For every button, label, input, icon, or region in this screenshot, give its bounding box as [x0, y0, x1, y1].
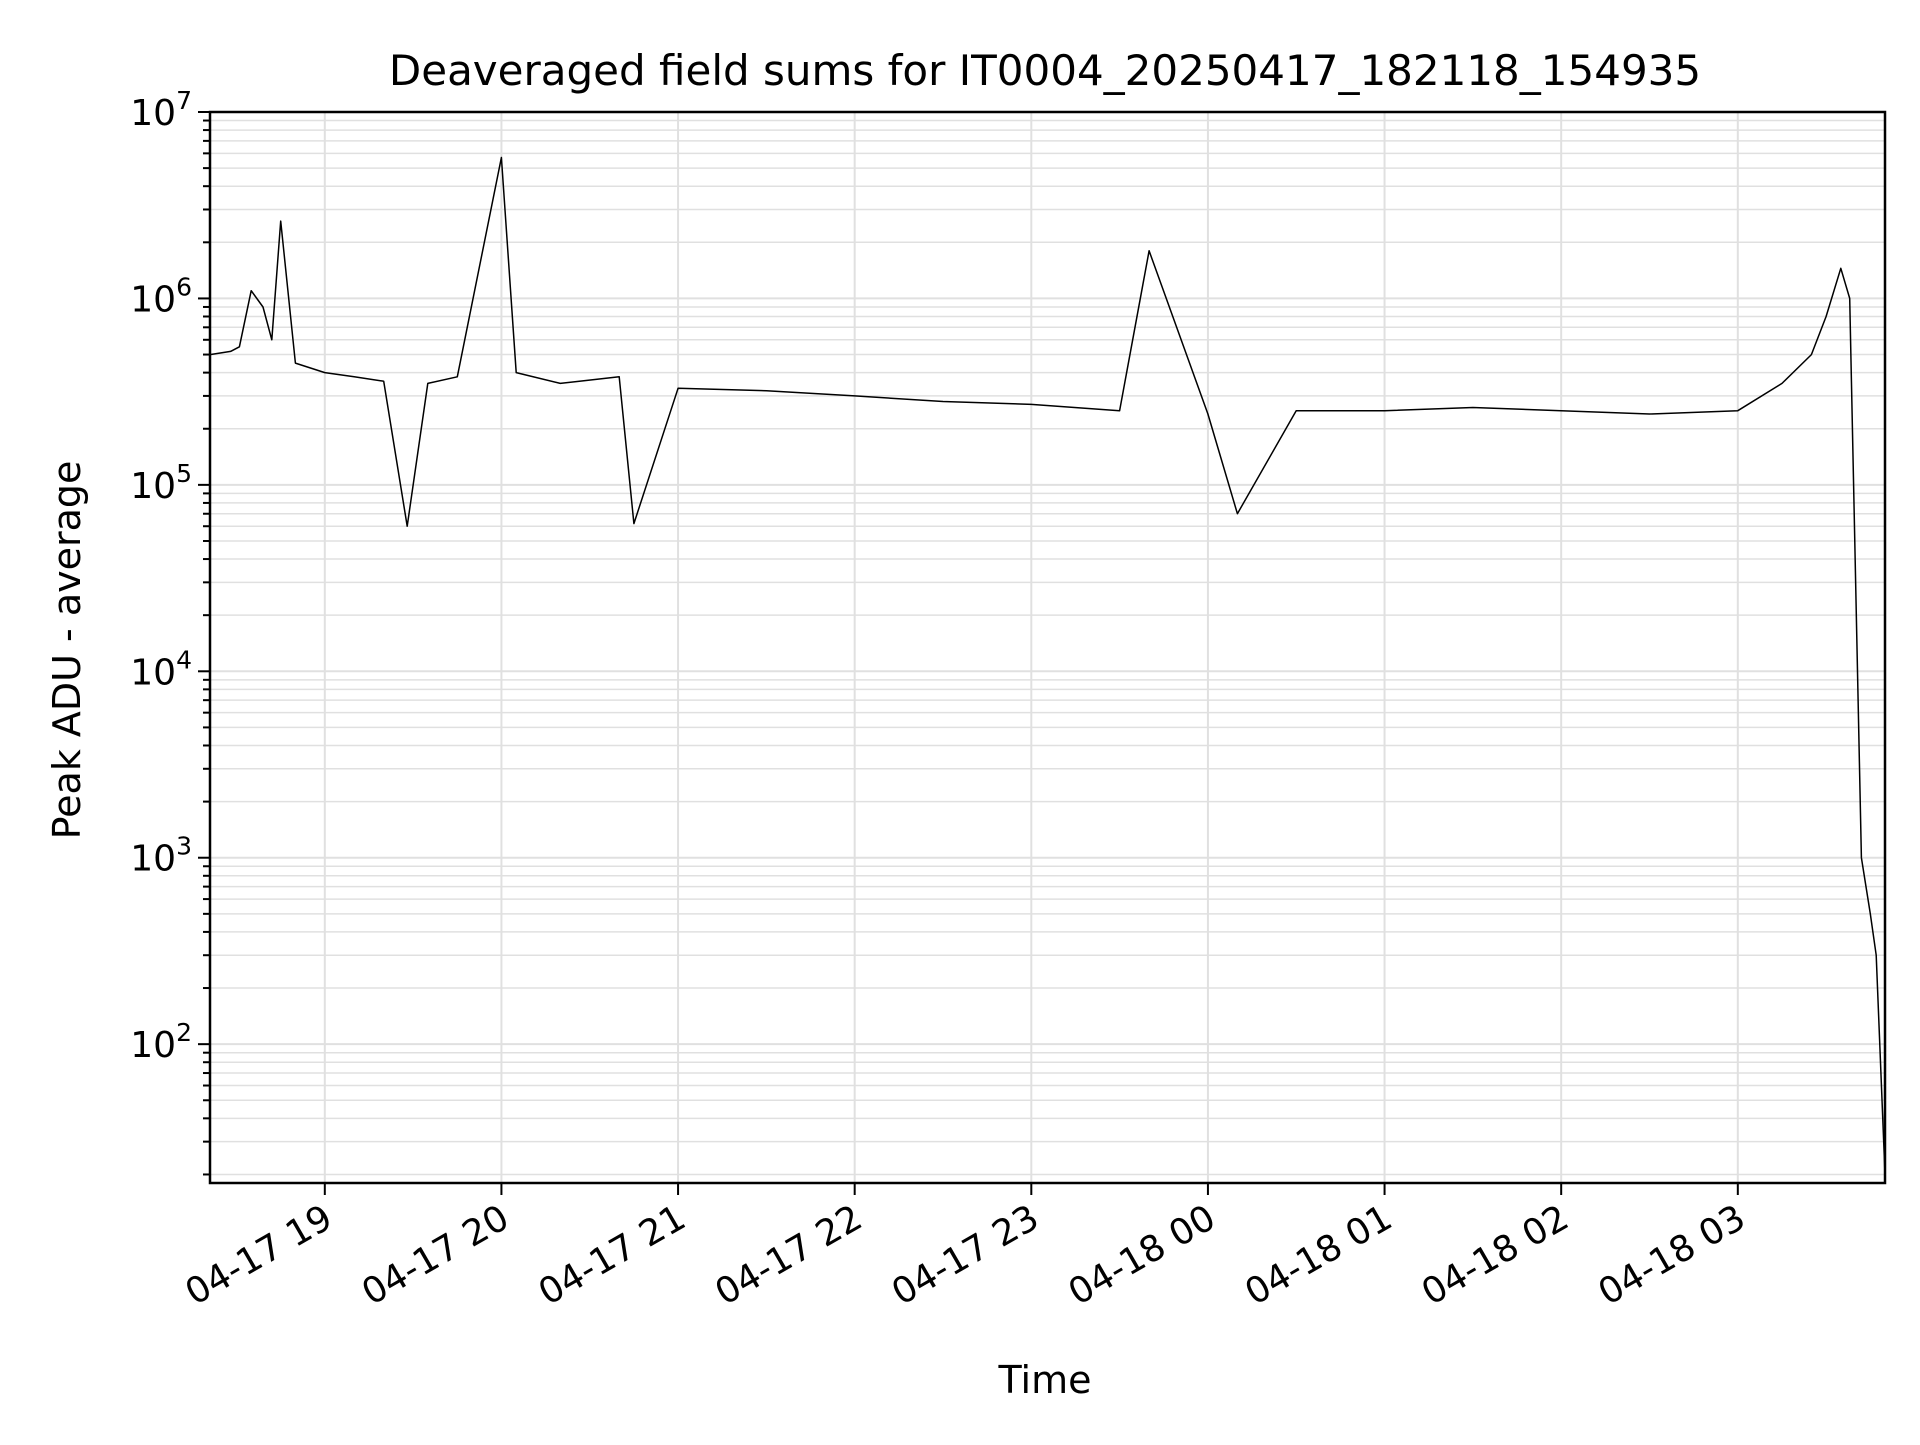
y-tick-label: 105 [130, 459, 192, 507]
chart-title: Deaveraged field sums for IT0004_2025041… [389, 46, 1701, 95]
x-tick-label: 04-18 02 [1415, 1197, 1576, 1313]
y-tick-exponent: 6 [176, 272, 192, 301]
grid [210, 111, 1885, 1183]
series-line [209, 156, 1886, 1175]
x-axis-label: Time [998, 1358, 1092, 1402]
x-tick-label: 04-18 01 [1238, 1197, 1399, 1313]
y-axis-label: Peak ADU - average [45, 461, 89, 840]
x-tick-label: 04-17 20 [355, 1197, 516, 1313]
y-tick-base: 10 [130, 279, 176, 320]
y-tick-base: 10 [130, 1025, 176, 1066]
x-tick-label: 04-18 03 [1592, 1197, 1753, 1313]
plot-frame [208, 110, 1887, 1185]
y-tick-exponent: 7 [176, 86, 192, 115]
x-tick-label: 04-18 00 [1062, 1197, 1223, 1313]
y-tick-label: 104 [130, 645, 192, 693]
x-tick-label: 04-17 22 [709, 1197, 870, 1313]
y-tick-base: 10 [130, 466, 176, 507]
x-tick-label: 04-17 21 [532, 1197, 693, 1313]
plot-area [209, 156, 1886, 1175]
y-tick-exponent: 2 [176, 1018, 192, 1047]
y-tick-label: 107 [130, 86, 192, 134]
x-tick-label: 04-17 23 [885, 1197, 1046, 1313]
y-tick-base: 10 [130, 839, 176, 880]
y-tick-exponent: 4 [176, 645, 192, 674]
y-tick-base: 10 [130, 652, 176, 693]
y-tick-label: 102 [130, 1018, 192, 1066]
y-tick-exponent: 5 [176, 459, 192, 488]
x-tick-label: 04-17 19 [179, 1197, 340, 1313]
y-tick-label: 103 [130, 832, 192, 880]
y-tick-exponent: 3 [176, 832, 192, 861]
y-tick-label: 106 [130, 272, 192, 320]
x-axis-ticks: 04-17 19 04-17 20 04-17 21 04-17 22 04-17 23… [179, 1183, 1753, 1314]
y-tick-base: 10 [130, 93, 176, 134]
